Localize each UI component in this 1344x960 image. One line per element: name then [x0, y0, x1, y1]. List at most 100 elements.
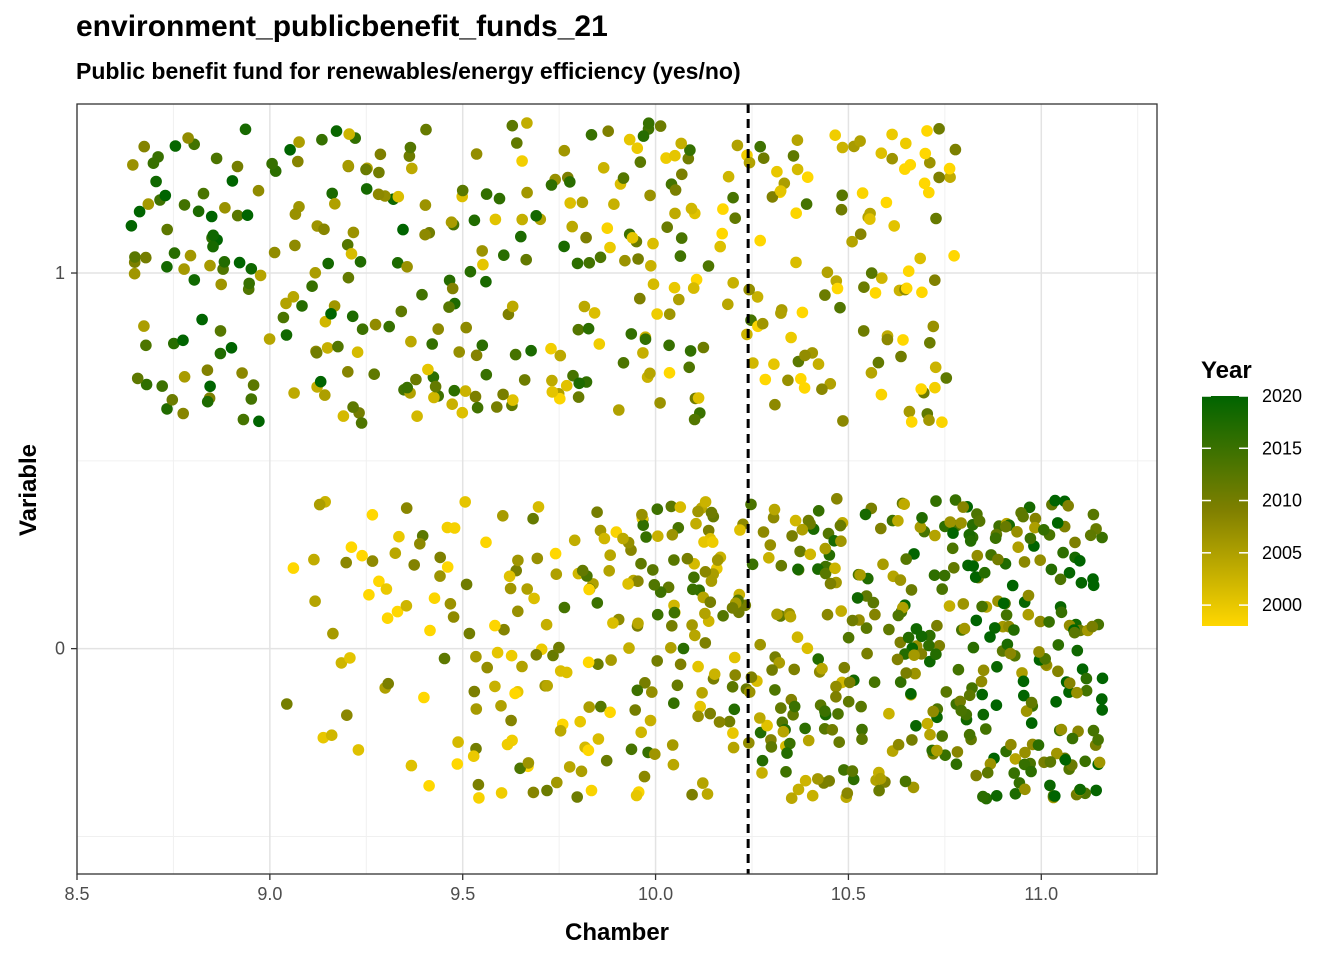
data-point [861, 647, 873, 660]
data-point [374, 148, 387, 161]
data-point [1033, 646, 1045, 658]
data-point [785, 792, 798, 804]
data-point [632, 253, 644, 265]
data-point [949, 143, 962, 156]
data-point [509, 348, 522, 361]
data-point [842, 631, 855, 644]
data-point [836, 189, 848, 202]
data-point [446, 282, 459, 295]
data-point [799, 722, 811, 735]
data-point [630, 789, 643, 802]
data-point [933, 171, 945, 184]
data-point [867, 596, 880, 609]
data-point [178, 199, 191, 211]
data-point [846, 614, 859, 627]
data-point [401, 381, 414, 394]
data-point [967, 560, 979, 572]
data-point [563, 761, 576, 773]
data-point [1009, 788, 1022, 800]
data-point [1000, 520, 1012, 533]
data-point [812, 653, 824, 665]
data-point [915, 383, 927, 395]
data-point [705, 575, 718, 587]
data-point [491, 401, 503, 413]
data-point [694, 700, 706, 713]
data-point [280, 297, 292, 310]
data-point [819, 705, 831, 717]
data-point [588, 307, 601, 319]
data-point [177, 407, 189, 420]
data-point [150, 175, 162, 188]
data-point [930, 495, 942, 507]
data-point [875, 147, 888, 159]
data-point [789, 514, 802, 527]
data-point [833, 736, 845, 748]
data-point [585, 129, 598, 141]
data-point [127, 159, 139, 171]
data-point [790, 207, 802, 219]
data-point [846, 765, 859, 777]
data-point [944, 171, 956, 183]
data-point [991, 661, 1003, 673]
data-point [634, 156, 647, 168]
axes: 8.5 9.0 9.5 10.0 10.5 11.0 0 1 [55, 263, 1058, 904]
data-point [432, 323, 445, 335]
data-point [511, 137, 523, 149]
data-point [341, 709, 353, 721]
data-point [560, 379, 573, 392]
data-point [1051, 747, 1063, 760]
data-point [434, 570, 446, 582]
data-point [766, 191, 779, 203]
data-point [438, 652, 451, 665]
data-point [506, 119, 519, 132]
data-point [1068, 626, 1081, 639]
data-point [422, 363, 434, 376]
x-tick-label: 9.0 [257, 884, 282, 904]
data-point [169, 140, 182, 152]
data-point [838, 764, 850, 776]
data-point [1086, 620, 1099, 633]
data-point [916, 286, 928, 299]
data-point [904, 159, 917, 171]
data-point [1025, 696, 1038, 709]
data-point [766, 664, 778, 676]
data-point [843, 676, 856, 689]
data-point [642, 117, 655, 129]
data-point [530, 210, 542, 222]
data-point [341, 239, 354, 251]
data-point [692, 392, 705, 404]
data-point [775, 559, 788, 572]
data-point [564, 176, 576, 188]
data-point [892, 738, 905, 751]
data-point [1023, 501, 1036, 514]
data-point [940, 686, 953, 698]
data-point [497, 388, 509, 401]
data-point [1049, 494, 1061, 507]
data-point [832, 708, 844, 720]
data-point [572, 323, 585, 336]
data-point [806, 789, 819, 802]
data-point [856, 733, 868, 745]
data-point [1034, 554, 1046, 566]
data-point [865, 267, 878, 279]
data-point [1074, 555, 1086, 567]
data-point [456, 184, 469, 197]
data-point [918, 177, 931, 190]
data-point [801, 171, 814, 183]
data-point [790, 256, 802, 269]
data-point [566, 220, 578, 233]
data-point [726, 602, 739, 614]
data-point [410, 373, 422, 386]
data-point [661, 221, 673, 233]
data-point [975, 675, 988, 688]
data-point [573, 377, 585, 390]
data-point [644, 367, 656, 380]
data-point [706, 536, 719, 548]
data-point [826, 724, 839, 736]
data-point [910, 720, 922, 732]
data-point [1096, 672, 1109, 685]
data-point [343, 128, 356, 140]
data-point [812, 505, 825, 517]
data-point [671, 679, 684, 692]
data-point [243, 277, 255, 290]
